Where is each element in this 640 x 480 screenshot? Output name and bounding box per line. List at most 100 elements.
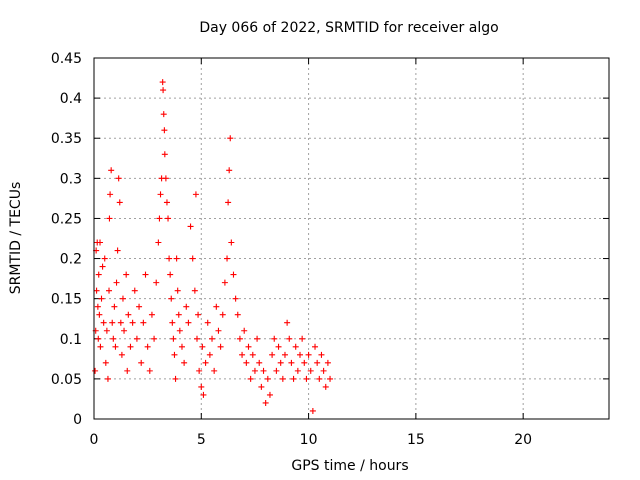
data-point: [181, 359, 188, 366]
data-point: [151, 335, 158, 342]
data-point: [236, 335, 243, 342]
data-point: [266, 391, 273, 398]
y-tick-label: 0.4: [60, 91, 82, 107]
data-point: [243, 359, 250, 366]
y-tick-label: 0.2: [60, 252, 82, 268]
data-point: [195, 311, 202, 318]
data-point: [206, 351, 213, 358]
data-point: [273, 367, 280, 374]
data-point: [324, 359, 331, 366]
data-point: [129, 319, 136, 326]
data-point: [95, 335, 102, 342]
y-tick-label: 0: [73, 412, 82, 428]
data-point: [258, 383, 265, 390]
data-point: [239, 351, 246, 358]
data-point: [92, 367, 99, 374]
data-point: [281, 351, 288, 358]
data-point: [170, 335, 177, 342]
data-point: [288, 359, 295, 366]
data-point: [165, 215, 172, 222]
data-point: [241, 327, 248, 334]
data-point: [247, 375, 254, 382]
data-point: [93, 287, 100, 294]
data-point: [262, 399, 269, 406]
data-point: [171, 351, 178, 358]
data-point: [108, 167, 115, 174]
data-point: [176, 327, 183, 334]
data-point: [102, 359, 109, 366]
data-point: [209, 335, 216, 342]
data-point: [294, 367, 301, 374]
x-tick-label: 15: [407, 432, 425, 448]
data-point: [118, 351, 125, 358]
data-point: [213, 303, 220, 310]
data-point: [142, 271, 149, 278]
data-point: [113, 279, 120, 286]
x-tick-label: 0: [90, 432, 99, 448]
data-point: [200, 391, 207, 398]
data-point: [115, 175, 122, 182]
data-point: [99, 263, 106, 270]
data-point: [116, 199, 123, 206]
data-point: [305, 351, 312, 358]
data-point: [198, 383, 205, 390]
data-point: [160, 111, 167, 118]
data-point: [219, 311, 226, 318]
data-point: [144, 343, 151, 350]
data-point: [107, 191, 114, 198]
data-point: [245, 343, 252, 350]
data-point: [254, 335, 261, 342]
data-point: [225, 199, 232, 206]
data-point: [256, 359, 263, 366]
data-point: [279, 375, 286, 382]
data-point: [191, 287, 198, 294]
chart-title: Day 066 of 2022, SRMTID for receiver alg…: [199, 20, 498, 36]
data-point: [230, 271, 237, 278]
data-point: [204, 319, 211, 326]
data-point: [224, 255, 231, 262]
plot-frame: [93, 57, 610, 420]
data-point: [318, 351, 325, 358]
data-point: [264, 375, 271, 382]
data-point: [121, 327, 128, 334]
data-point: [148, 311, 155, 318]
data-point: [112, 343, 119, 350]
y-axis-label: SRMTID / TECUs: [8, 182, 24, 295]
y-tick-label: 0.05: [51, 372, 82, 388]
x-tick-label: 10: [300, 432, 318, 448]
data-point: [202, 359, 209, 366]
data-point: [101, 255, 108, 262]
data-point: [301, 359, 308, 366]
data-point: [161, 127, 168, 134]
axis-ticks: 0 0.05 0.1 0.15 0.2 0.25 0.3 0.35 0.4 0.45 0 5 10 15 2…: [51, 51, 609, 448]
data-point: [309, 407, 316, 414]
data-point: [111, 303, 118, 310]
data-point: [133, 335, 140, 342]
data-point: [172, 375, 179, 382]
data-points: [92, 79, 334, 414]
y-tick-label: 0.45: [51, 51, 82, 67]
data-point: [290, 375, 297, 382]
data-point: [297, 351, 303, 358]
data-point: [320, 367, 327, 374]
data-point: [226, 167, 233, 174]
data-point: [307, 367, 314, 374]
data-point: [312, 343, 319, 350]
data-point: [103, 327, 110, 334]
data-point: [327, 375, 334, 382]
data-point: [316, 375, 323, 382]
data-point: [271, 335, 278, 342]
data-point: [175, 311, 182, 318]
data-point: [161, 151, 168, 158]
data-point: [228, 239, 235, 246]
data-point: [166, 255, 173, 262]
x-axis-label: GPS time / hours: [291, 458, 408, 474]
data-point: [131, 287, 138, 294]
data-point: [98, 295, 105, 302]
data-point: [97, 343, 104, 350]
data-point: [114, 247, 121, 254]
data-point: [185, 319, 192, 326]
data-point: [217, 343, 224, 350]
data-point: [183, 303, 190, 310]
